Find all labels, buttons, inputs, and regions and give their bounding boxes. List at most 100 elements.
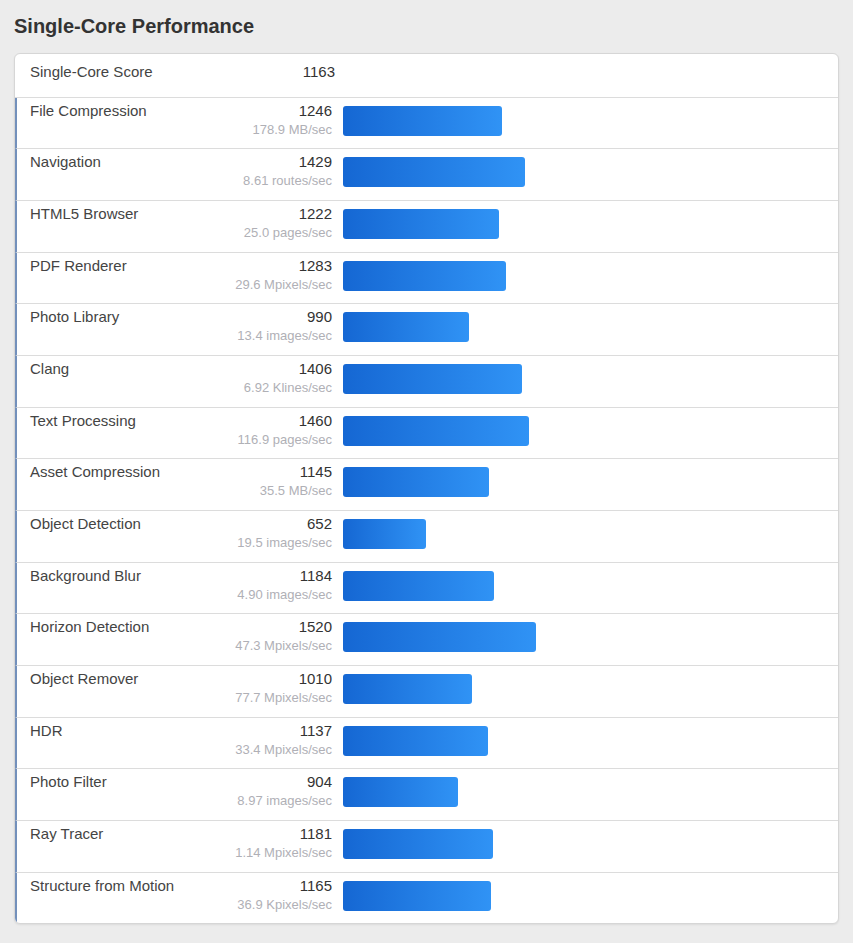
benchmark-score: 904 [187,773,332,790]
benchmark-row: Horizon Detection 1520 47.3 Mpixels/sec [15,614,838,666]
benchmark-rate: 36.9 Kpixels/sec [187,897,332,913]
benchmark-bar [343,519,426,549]
benchmark-score-cell: 1184 4.90 images/sec [187,563,332,614]
benchmark-row: HTML5 Browser 1222 25.0 pages/sec [15,201,838,253]
benchmark-bar [343,777,458,807]
benchmark-name: Structure from Motion [17,873,187,923]
benchmark-bar-cell [332,873,838,923]
benchmark-score: 1165 [187,877,332,894]
benchmark-bar [343,416,529,446]
benchmark-name: Clang [17,356,187,407]
benchmark-bar [343,106,502,136]
benchmark-name: Photo Library [17,304,187,355]
benchmark-row: HDR 1137 33.4 Mpixels/sec [15,718,838,770]
benchmark-name: Object Detection [17,511,187,562]
benchmark-name: HDR [17,718,187,769]
benchmark-score-cell: 1181 1.14 Mpixels/sec [187,821,332,872]
benchmark-rate: 6.92 Klines/sec [187,380,332,396]
benchmark-score-cell: 1145 35.5 MB/sec [187,459,332,510]
benchmark-score-cell: 904 8.97 images/sec [187,769,332,820]
benchmark-score-cell: 1137 33.4 Mpixels/sec [187,718,332,769]
benchmark-row: Background Blur 1184 4.90 images/sec [15,563,838,615]
benchmark-rate: 178.9 MB/sec [187,122,332,138]
benchmark-name: Object Remover [17,666,187,717]
benchmark-bar [343,571,494,601]
benchmark-name: HTML5 Browser [17,201,187,252]
benchmark-score-cell: 1406 6.92 Klines/sec [187,356,332,407]
benchmark-bar-cell [332,98,838,149]
benchmark-row: Structure from Motion 1165 36.9 Kpixels/… [15,873,838,923]
page: Single-Core Performance Single-Core Scor… [0,0,853,924]
benchmark-score-cell: 652 19.5 images/sec [187,511,332,562]
benchmark-score-cell: 1246 178.9 MB/sec [187,98,332,149]
benchmark-table: Single-Core Score 1163 File Compression … [14,53,839,924]
benchmark-score-cell: 1429 8.61 routes/sec [187,149,332,200]
benchmark-score: 1406 [187,360,332,377]
benchmark-score: 1520 [187,618,332,635]
benchmark-bar [343,209,499,239]
benchmark-score-cell: 1165 36.9 Kpixels/sec [187,873,332,923]
benchmark-rate: 33.4 Mpixels/sec [187,742,332,758]
benchmark-score: 652 [187,515,332,532]
benchmark-bar-cell [332,718,838,769]
benchmark-rate: 8.61 routes/sec [187,173,332,189]
benchmark-bar [343,157,525,187]
benchmark-score-cell: 1460 116.9 pages/sec [187,408,332,459]
benchmark-name: PDF Renderer [17,253,187,304]
benchmark-row: Asset Compression 1145 35.5 MB/sec [15,459,838,511]
benchmark-rate: 19.5 images/sec [187,535,332,551]
benchmark-name: Asset Compression [17,459,187,510]
benchmark-name: File Compression [17,98,187,149]
benchmark-bar [343,261,506,291]
benchmark-score: 990 [187,308,332,325]
benchmark-rate: 116.9 pages/sec [187,432,332,448]
benchmark-row: Navigation 1429 8.61 routes/sec [15,149,838,201]
benchmark-name: Text Processing [17,408,187,459]
benchmark-name: Ray Tracer [17,821,187,872]
benchmark-row: File Compression 1246 178.9 MB/sec [15,98,838,150]
benchmark-bar-cell [332,149,838,200]
benchmark-row: Ray Tracer 1181 1.14 Mpixels/sec [15,821,838,873]
benchmark-bar-cell [332,666,838,717]
benchmark-bar [343,364,522,394]
benchmark-score: 1429 [187,153,332,170]
benchmark-bar [343,622,536,652]
benchmark-rate: 29.6 Mpixels/sec [187,277,332,293]
benchmark-bar-cell [332,253,838,304]
benchmark-name: Navigation [17,149,187,200]
benchmark-score: 1222 [187,205,332,222]
benchmark-row: Photo Filter 904 8.97 images/sec [15,769,838,821]
benchmark-bar-cell [332,459,838,510]
summary-score: 1163 [200,63,335,80]
benchmark-bar-cell [332,563,838,614]
benchmark-name: Horizon Detection [17,614,187,665]
benchmark-row: Object Remover 1010 77.7 Mpixels/sec [15,666,838,718]
benchmark-score: 1010 [187,670,332,687]
benchmark-score-cell: 1283 29.6 Mpixels/sec [187,253,332,304]
benchmark-row: Clang 1406 6.92 Klines/sec [15,356,838,408]
summary-row: Single-Core Score 1163 [15,54,838,98]
benchmark-rate: 8.97 images/sec [187,793,332,809]
benchmark-rate: 25.0 pages/sec [187,225,332,241]
benchmark-rate: 35.5 MB/sec [187,483,332,499]
benchmark-rate: 13.4 images/sec [187,328,332,344]
benchmark-row: Text Processing 1460 116.9 pages/sec [15,408,838,460]
benchmark-rate: 4.90 images/sec [187,587,332,603]
benchmark-bar-cell [332,201,838,252]
benchmark-bar-cell [332,821,838,872]
benchmark-bar [343,312,469,342]
benchmark-score: 1181 [187,825,332,842]
benchmark-bar-cell [332,769,838,820]
benchmark-score: 1246 [187,102,332,119]
summary-label: Single-Core Score [15,63,200,80]
benchmark-bar-cell [332,408,838,459]
benchmark-score: 1145 [187,463,332,480]
benchmark-row: Photo Library 990 13.4 images/sec [15,304,838,356]
benchmark-bar-cell [332,511,838,562]
benchmark-rate: 77.7 Mpixels/sec [187,690,332,706]
benchmark-score: 1460 [187,412,332,429]
benchmark-score: 1137 [187,722,332,739]
benchmark-row: Object Detection 652 19.5 images/sec [15,511,838,563]
benchmark-bar [343,467,489,497]
benchmark-row: PDF Renderer 1283 29.6 Mpixels/sec [15,253,838,305]
